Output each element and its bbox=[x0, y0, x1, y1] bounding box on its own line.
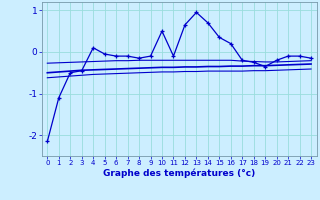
X-axis label: Graphe des températures (°c): Graphe des températures (°c) bbox=[103, 169, 255, 178]
